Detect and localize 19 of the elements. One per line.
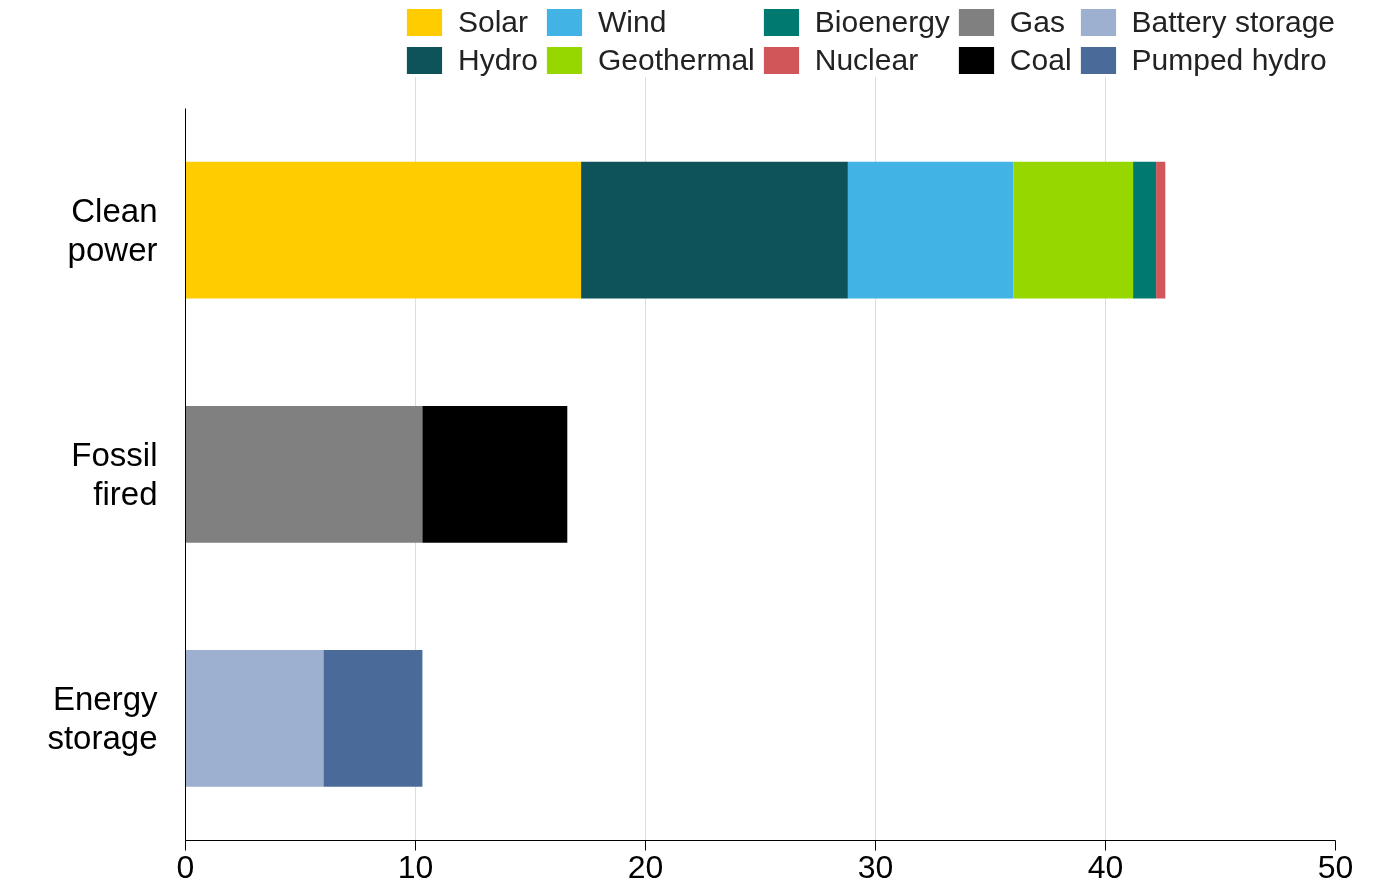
legend-label: Gas bbox=[1009, 5, 1065, 39]
x-tick-label: 40 bbox=[1087, 848, 1124, 885]
legend-label: Bioenergy bbox=[814, 5, 950, 39]
legend-label: Nuclear bbox=[814, 43, 919, 77]
legend-label: Geothermal bbox=[598, 43, 755, 77]
legend-label: Coal bbox=[1009, 43, 1072, 77]
x-tick-label: 10 bbox=[397, 848, 434, 885]
y-tick-label: Energy storage bbox=[47, 680, 158, 757]
legend-label: Pumped hydro bbox=[1131, 43, 1327, 77]
y-tick-label: Clean power bbox=[67, 192, 158, 269]
x-tick-label: 0 bbox=[176, 848, 195, 885]
legend-label: Battery storage bbox=[1131, 5, 1335, 39]
x-tick-label: 50 bbox=[1317, 848, 1354, 885]
x-tick-label: 30 bbox=[857, 848, 894, 885]
x-tick-label: 20 bbox=[627, 848, 664, 885]
legend-label: Hydro bbox=[457, 43, 539, 77]
legend-label: Solar bbox=[457, 5, 529, 39]
legend-label: Wind bbox=[598, 5, 667, 39]
y-tick-label: Fossil fired bbox=[71, 436, 158, 513]
